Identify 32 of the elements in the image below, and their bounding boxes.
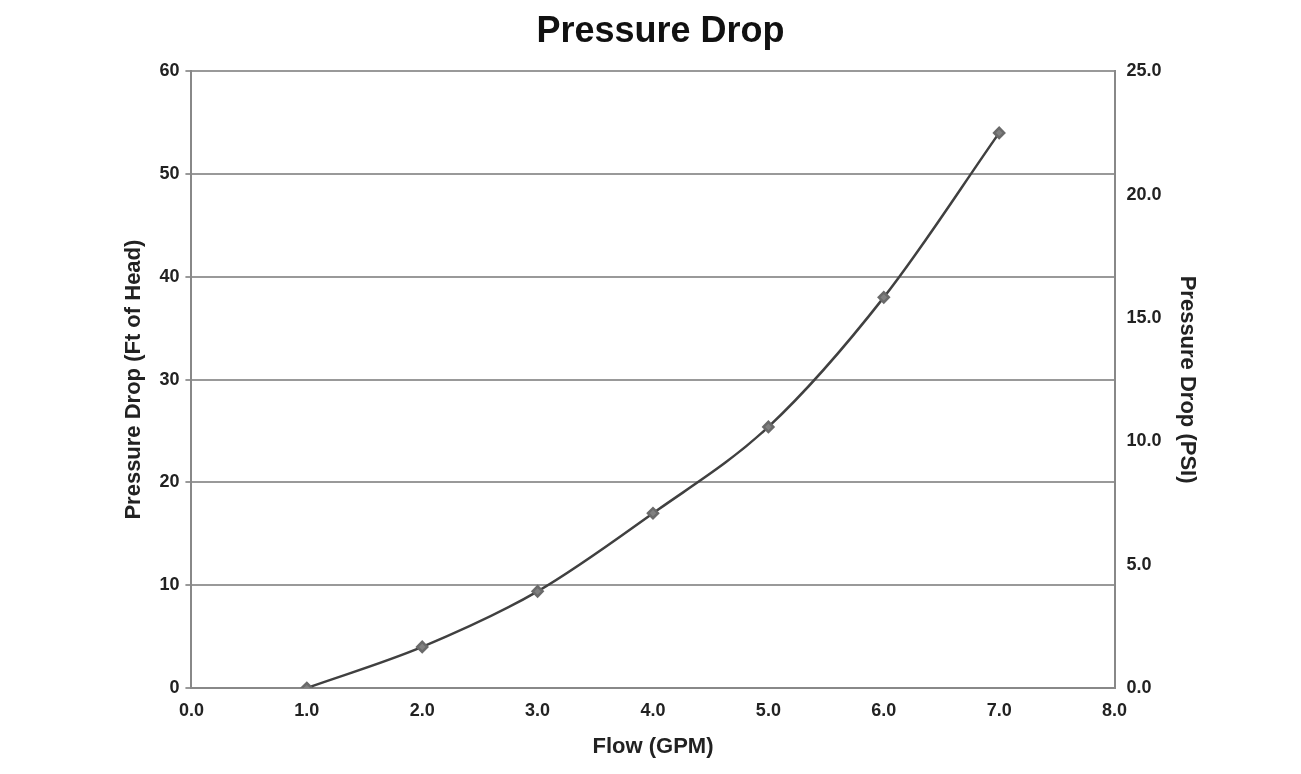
y2-tick-label: 25.0: [1126, 60, 1162, 81]
y-tick-label: 10: [159, 574, 180, 595]
x-tick-label: 0.0: [178, 699, 204, 720]
point: [992, 126, 1006, 140]
x-axis-title: Flow (GPM): [592, 732, 714, 758]
x-tick-label: 2.0: [409, 699, 435, 720]
x-tick-label: 4.0: [640, 699, 666, 720]
y-axis-title: Pressure Drop (Ft of Head): [120, 239, 146, 520]
y2-tick-label: 5.0: [1126, 553, 1152, 574]
point: [415, 640, 429, 654]
y2-tick-label: 20.0: [1126, 183, 1162, 204]
y2-tick-label: 10.0: [1126, 430, 1162, 451]
y2-tick-label: 0.0: [1126, 676, 1152, 697]
x-tick-label: 5.0: [755, 699, 781, 720]
y-tick-label: 0: [169, 676, 180, 697]
x-tick-label: 8.0: [1102, 699, 1128, 720]
y-tick-label: 50: [159, 162, 180, 183]
y-tick-label: 60: [159, 60, 180, 81]
x-tick-label: 6.0: [871, 699, 897, 720]
chart-title: Pressure Drop: [536, 8, 785, 50]
y-tick-label: 40: [159, 265, 180, 286]
point: [877, 291, 891, 304]
x-tick-label: 7.0: [986, 699, 1012, 720]
point: [646, 506, 660, 520]
x-tick-label: 1.0: [294, 699, 320, 720]
point: [531, 585, 544, 598]
point: [762, 420, 775, 434]
x-tick-label: 3.0: [525, 699, 551, 720]
y-tick-label: 30: [159, 368, 180, 389]
y2-tick-label: 15.0: [1126, 306, 1162, 327]
y2-axis-title: Pressure Drop (PSI): [1175, 275, 1201, 484]
y-tick-label: 20: [159, 471, 180, 492]
